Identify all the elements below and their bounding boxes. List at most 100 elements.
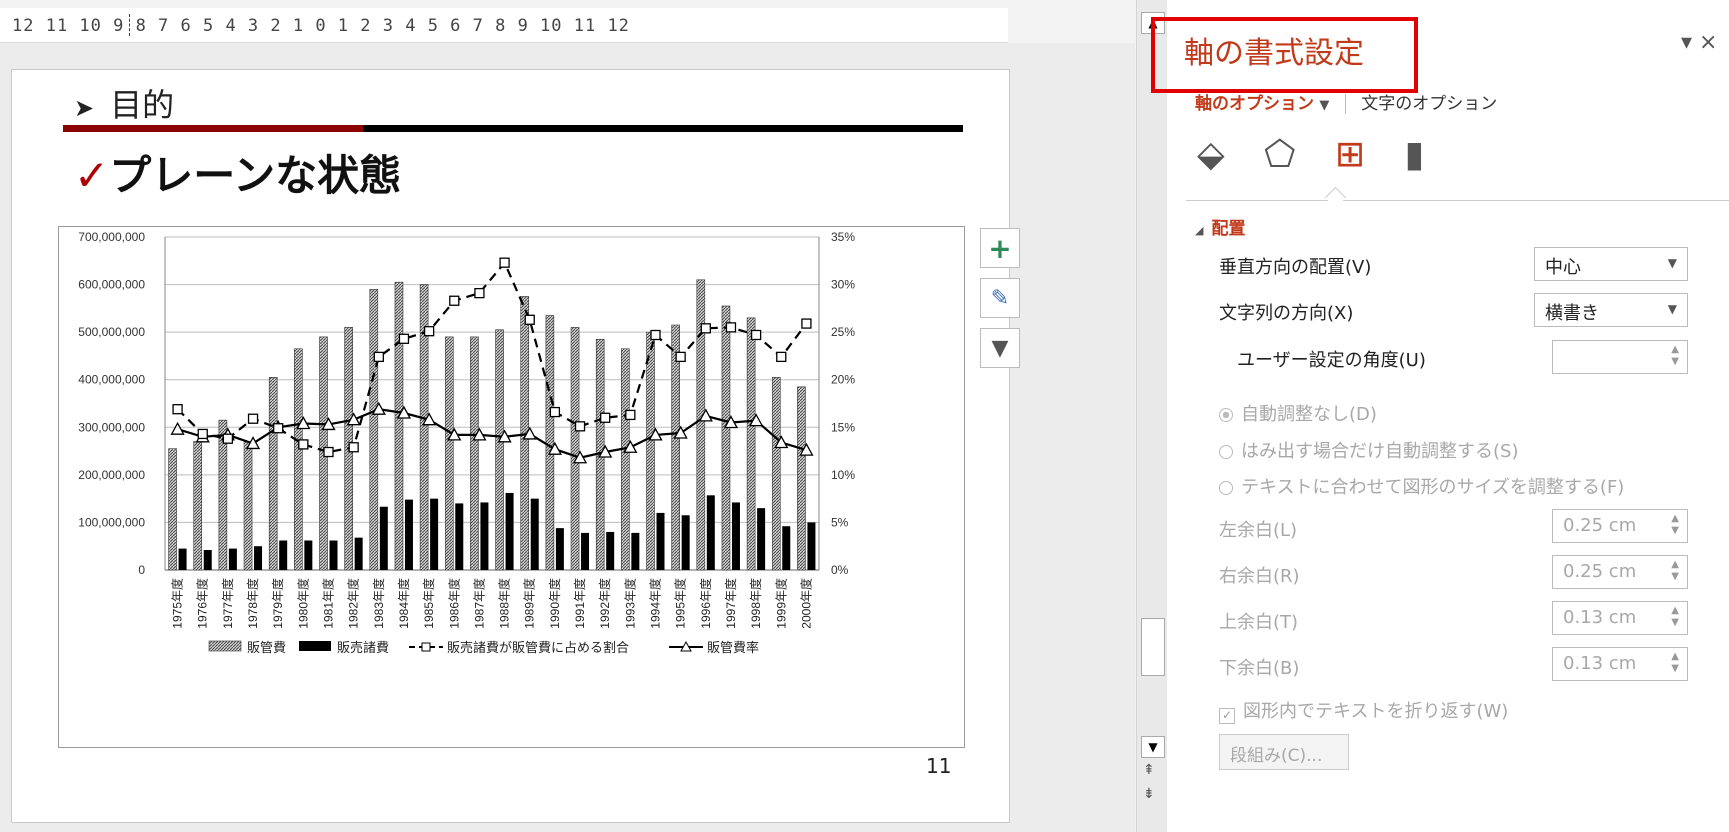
- sga-ratio-point: [623, 439, 638, 453]
- scroll-thumb[interactable]: [1141, 618, 1165, 676]
- radio-resize-shape[interactable]: テキストに合わせて図形のサイズを調整する(F): [1219, 473, 1624, 499]
- sales-share-point: [273, 423, 284, 434]
- y-left-tick-label: 500,000,000: [78, 325, 145, 339]
- tab-text-options[interactable]: 文字のオプション: [1361, 94, 1498, 114]
- brush-icon: ✎: [990, 285, 1010, 311]
- horizontal-ruler: 12 11 10 9 8 7 6 5 4 3 2 1 0 1 2 3 4 5 6…: [0, 8, 1008, 43]
- title-highlight-box: [1151, 17, 1418, 93]
- section-label: 配置: [1211, 219, 1246, 239]
- bar-sales-expenses: [807, 522, 816, 570]
- sga-ratio-point: [648, 427, 663, 441]
- y-left-tick-label: 200,000,000: [78, 468, 145, 482]
- sales-share-point: [499, 257, 510, 268]
- bottom-margin-label: 下余白(B): [1219, 658, 1300, 679]
- bar-sales-expenses: [706, 495, 715, 570]
- axis-options-icon[interactable]: ▮: [1404, 134, 1425, 175]
- left-margin-label: 左余白(L): [1219, 520, 1298, 541]
- vertical-alignment-select[interactable]: 中心 ▼: [1534, 247, 1688, 281]
- chevron-down-icon[interactable]: ▼: [1319, 98, 1330, 113]
- sales-share-point: [323, 446, 334, 458]
- chart-filters-button[interactable]: ▼: [980, 328, 1020, 368]
- slide-heading: ➤ 目的: [74, 80, 174, 126]
- sales-share-point: [348, 442, 359, 453]
- selected-icon-pointer: [1324, 186, 1347, 209]
- sga-ratio-point: [673, 425, 688, 439]
- sales-share-point: [222, 433, 234, 444]
- sga-ratio-point: [472, 427, 487, 441]
- custom-angle-spinner[interactable]: ▲ ▼: [1552, 340, 1688, 374]
- y-right-tick-label: 20%: [831, 373, 855, 387]
- spinner-arrows-icon[interactable]: ▲ ▼: [1671, 559, 1679, 582]
- collapse-triangle-icon: ◢: [1195, 224, 1204, 237]
- columns-button[interactable]: 段組み(C)...: [1219, 734, 1349, 770]
- option-icons: ⬙ ⬠ ⊞ ▮: [1197, 134, 1452, 175]
- bar-sga: [168, 448, 177, 571]
- sga-ratio-point: [422, 412, 437, 426]
- pane-controls[interactable]: ▾ ×: [1681, 30, 1717, 55]
- x-tick-label: 1976年度: [195, 578, 210, 629]
- bar-sales-expenses: [379, 506, 388, 570]
- slide[interactable]: ➤ 目的 ✓プレーンな状態 11: [11, 69, 1010, 823]
- bar-sales-expenses: [455, 503, 464, 570]
- radio-shrink-on-overflow[interactable]: はみ出す場合だけ自動調整する(S): [1219, 437, 1518, 463]
- sales-share-point: [700, 323, 711, 334]
- spinner-arrows-icon[interactable]: ▲ ▼: [1671, 344, 1679, 367]
- effects-icon[interactable]: ⬠: [1264, 134, 1296, 175]
- next-slide-icon[interactable]: ⇟: [1143, 786, 1155, 802]
- bottom-margin-spinner[interactable]: 0.13 cm ▲ ▼: [1552, 647, 1688, 681]
- slide-heading-text: 目的: [110, 86, 175, 124]
- x-tick-label: 1993年度: [622, 578, 637, 629]
- chart-elements-button[interactable]: +: [980, 228, 1020, 268]
- tab-axis-options[interactable]: 軸のオプション: [1195, 94, 1314, 114]
- bar-sales-expenses: [656, 512, 665, 570]
- text-direction-label: 文字列の方向(X): [1219, 303, 1354, 324]
- page-number: 11: [926, 754, 952, 778]
- pane-options-icon[interactable]: ▾: [1681, 30, 1693, 55]
- chart-object[interactable]: 0 100,000,000 200,000,000 300,000,000 400,00…: [58, 226, 965, 748]
- y-right-tick-label: 5%: [831, 515, 849, 529]
- bar-sga: [721, 305, 731, 571]
- x-tick-label: 1981年度: [321, 578, 336, 629]
- chart-styles-button[interactable]: ✎: [980, 278, 1020, 318]
- sga-ratio-point: [396, 405, 412, 419]
- radio-no-autofit[interactable]: 自動調整なし(D): [1219, 400, 1377, 426]
- right-margin-spinner[interactable]: 0.25 cm ▲ ▼: [1552, 555, 1688, 589]
- left-margin-spinner[interactable]: 0.25 cm ▲ ▼: [1552, 509, 1688, 543]
- bar-sales-expenses: [304, 540, 313, 570]
- sales-share-point: [725, 322, 737, 333]
- bar-sales-expenses: [581, 532, 590, 570]
- top-margin-spinner[interactable]: 0.13 cm ▲ ▼: [1552, 601, 1688, 635]
- y-right-tick-label: 10%: [831, 468, 855, 482]
- x-tick-label: 1985年度: [421, 578, 436, 629]
- section-alignment[interactable]: ◢ 配置: [1195, 214, 1245, 239]
- spinner-arrows-icon[interactable]: ▲ ▼: [1671, 651, 1679, 674]
- close-icon[interactable]: ×: [1699, 30, 1718, 55]
- chart-tools: + ✎ ▼: [980, 228, 1020, 378]
- sales-share-point: [600, 412, 611, 423]
- slide-subtitle: ✓プレーンな状態: [74, 142, 401, 203]
- bar-sales-expenses: [404, 499, 413, 570]
- spinner-arrows-icon[interactable]: ▲ ▼: [1671, 605, 1679, 628]
- sga-ratio-point: [572, 450, 588, 464]
- x-tick-label: 1984年度: [396, 578, 411, 629]
- scroll-down-button[interactable]: ▼: [1141, 736, 1165, 758]
- x-tick-label: 1996年度: [698, 578, 713, 629]
- y-left-tick-label: 0: [138, 563, 145, 577]
- sga-ratio-point: [749, 413, 764, 427]
- wrap-text-checkbox[interactable]: ✓ 図形内でテキストを折り返す(W): [1219, 697, 1508, 724]
- spinner-arrows-icon[interactable]: ▲ ▼: [1671, 513, 1679, 536]
- bar-sales-expenses: [254, 546, 263, 570]
- fill-line-icon[interactable]: ⬙: [1197, 134, 1225, 175]
- sales-share-point: [474, 287, 485, 299]
- x-tick-label: 1975年度: [170, 578, 185, 629]
- size-properties-icon[interactable]: ⊞: [1334, 134, 1366, 175]
- radio-icon: [1219, 445, 1233, 459]
- bar-sga: [797, 386, 806, 571]
- chart[interactable]: 0 100,000,000 200,000,000 300,000,000 400,00…: [59, 227, 964, 747]
- top-margin-label: 上余白(T): [1219, 612, 1299, 633]
- bar-sales-expenses: [681, 515, 690, 570]
- vertical-scrollbar[interactable]: ▲ ▼ ⇞ ⇟: [1136, 0, 1167, 832]
- text-direction-select[interactable]: 横書き ▼: [1534, 293, 1688, 327]
- x-tick-label: 1992年度: [597, 578, 612, 629]
- previous-slide-icon[interactable]: ⇞: [1143, 762, 1155, 778]
